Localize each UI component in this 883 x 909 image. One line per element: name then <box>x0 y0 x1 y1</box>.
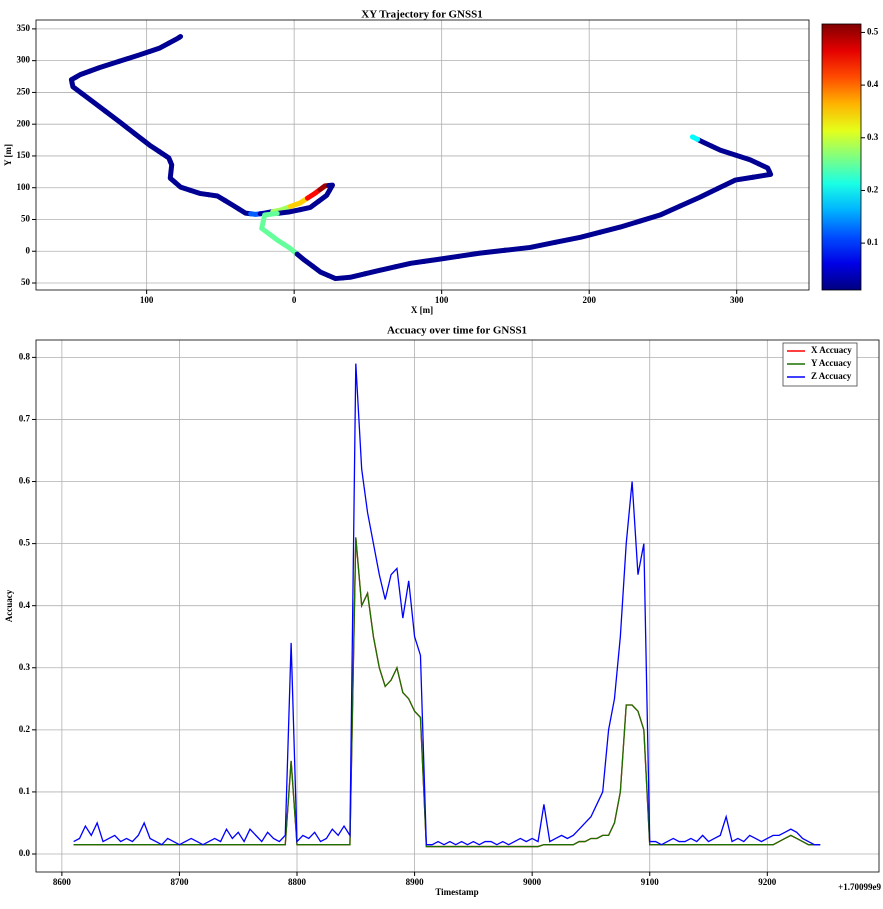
series-line <box>73 363 821 846</box>
trajectory-point <box>294 251 316 269</box>
trajectory-point <box>689 134 701 142</box>
legend-label: Z Accuacy <box>811 371 852 381</box>
trajectory-point <box>281 241 300 257</box>
y-tick-label: 350 <box>17 23 31 33</box>
x-tick-label: 100 <box>140 295 154 305</box>
x-axis-label: Timestamp <box>435 887 478 897</box>
trajectory-point <box>222 197 242 212</box>
trajectory-point <box>552 229 603 245</box>
trajectory-point <box>297 198 321 213</box>
y-tick-label: 0.0 <box>19 848 31 858</box>
trajectory-point <box>502 239 558 253</box>
y-tick-label: 0.1 <box>19 786 31 796</box>
x-tick-label: 9100 <box>641 877 660 887</box>
y-tick-label: 50 <box>21 214 31 224</box>
y-tick-label: 250 <box>17 86 31 96</box>
x-tick-label: 300 <box>730 295 744 305</box>
trajectory-point <box>732 152 762 167</box>
plot-frame <box>35 339 880 873</box>
legend-label: Y Accuacy <box>811 358 852 368</box>
trajectory-point <box>709 143 738 158</box>
trajectory-point <box>147 40 172 54</box>
x-tick-label: 8700 <box>170 877 189 887</box>
trajectory-point <box>132 131 162 155</box>
trajectory-point <box>715 174 756 192</box>
x-axis-label: X [m] <box>411 305 433 315</box>
colorbar-tick-label: 0.3 <box>867 132 879 142</box>
x-tick-label: 8600 <box>53 877 72 887</box>
trajectory-point <box>187 187 212 198</box>
trajectory-point <box>310 263 331 278</box>
trajectory-point <box>166 34 182 46</box>
trajectory-point <box>456 247 508 259</box>
x-tick-label: 9000 <box>523 877 542 887</box>
trajectory-point <box>259 219 273 237</box>
x-tick-label: 8800 <box>288 877 307 887</box>
x-tick-label: 0 <box>292 295 297 305</box>
trajectory-point <box>597 218 643 235</box>
colorbar-tick-label: 0.5 <box>867 26 879 36</box>
legend: X Accuacy Y Accuacy Z Accuacy <box>782 342 858 387</box>
colorbar-tick-label: 0.4 <box>867 79 879 89</box>
series-line <box>73 537 821 848</box>
trajectory-point <box>392 258 427 270</box>
chart-title: Accuacy over time for GNSS1 <box>387 325 527 337</box>
y-tick-label: 0.2 <box>19 724 31 734</box>
trajectory-point <box>87 58 122 74</box>
trajectory-point <box>362 264 398 277</box>
x-tick-label: 9200 <box>758 877 777 887</box>
plot-frame <box>35 19 810 291</box>
y-tick-label: 150 <box>17 150 31 160</box>
series-line <box>73 537 821 848</box>
y-tick-label: 0.6 <box>19 476 31 486</box>
colorbar-tick-label: 0.1 <box>867 237 879 247</box>
y-tick-label: 0.8 <box>19 351 31 361</box>
y-tick-label: 200 <box>17 118 31 128</box>
trajectory-point <box>637 203 683 224</box>
trajectory-point <box>270 203 293 215</box>
y-tick-label: 0 <box>26 245 31 255</box>
trajectory-point <box>756 161 772 174</box>
trajectory-point <box>340 271 368 281</box>
y-tick-label: 300 <box>17 55 31 65</box>
trajectory-point <box>69 80 85 96</box>
chart-title: XY Trajectory for GNSS1 <box>361 9 483 21</box>
trajectory-point <box>116 48 153 64</box>
y-tick-label: 0.5 <box>19 538 31 548</box>
trajectory-point <box>287 195 310 209</box>
x-offset-label: +1.70099e9 <box>838 882 881 892</box>
trajectory-point <box>172 180 193 193</box>
trajectory-point <box>267 231 287 247</box>
legend-label: X Accuacy <box>811 345 852 355</box>
trajectory-point <box>274 207 303 216</box>
y-axis-label: Accuacy <box>4 589 14 622</box>
colorbar-tick-label: 0.2 <box>867 185 879 195</box>
trajectory-point <box>102 108 138 137</box>
y-tick-label: 0.7 <box>19 414 31 424</box>
x-tick-label: 100 <box>435 295 449 305</box>
trajectory-point <box>79 90 108 114</box>
trajectory-point <box>315 187 333 204</box>
x-tick-label: 8900 <box>406 877 425 887</box>
y-axis-label: Y [m] <box>3 144 13 166</box>
trajectory-point <box>206 192 228 203</box>
trajectory-point <box>677 186 721 209</box>
x-tick-label: 200 <box>582 295 596 305</box>
y-tick-label: 0.3 <box>19 662 31 672</box>
y-tick-label: 100 <box>17 182 31 192</box>
trajectory-point <box>421 253 462 264</box>
colorbar <box>821 23 862 291</box>
y-tick-label: 50 <box>21 277 31 287</box>
y-tick-label: 0.4 <box>19 600 31 610</box>
